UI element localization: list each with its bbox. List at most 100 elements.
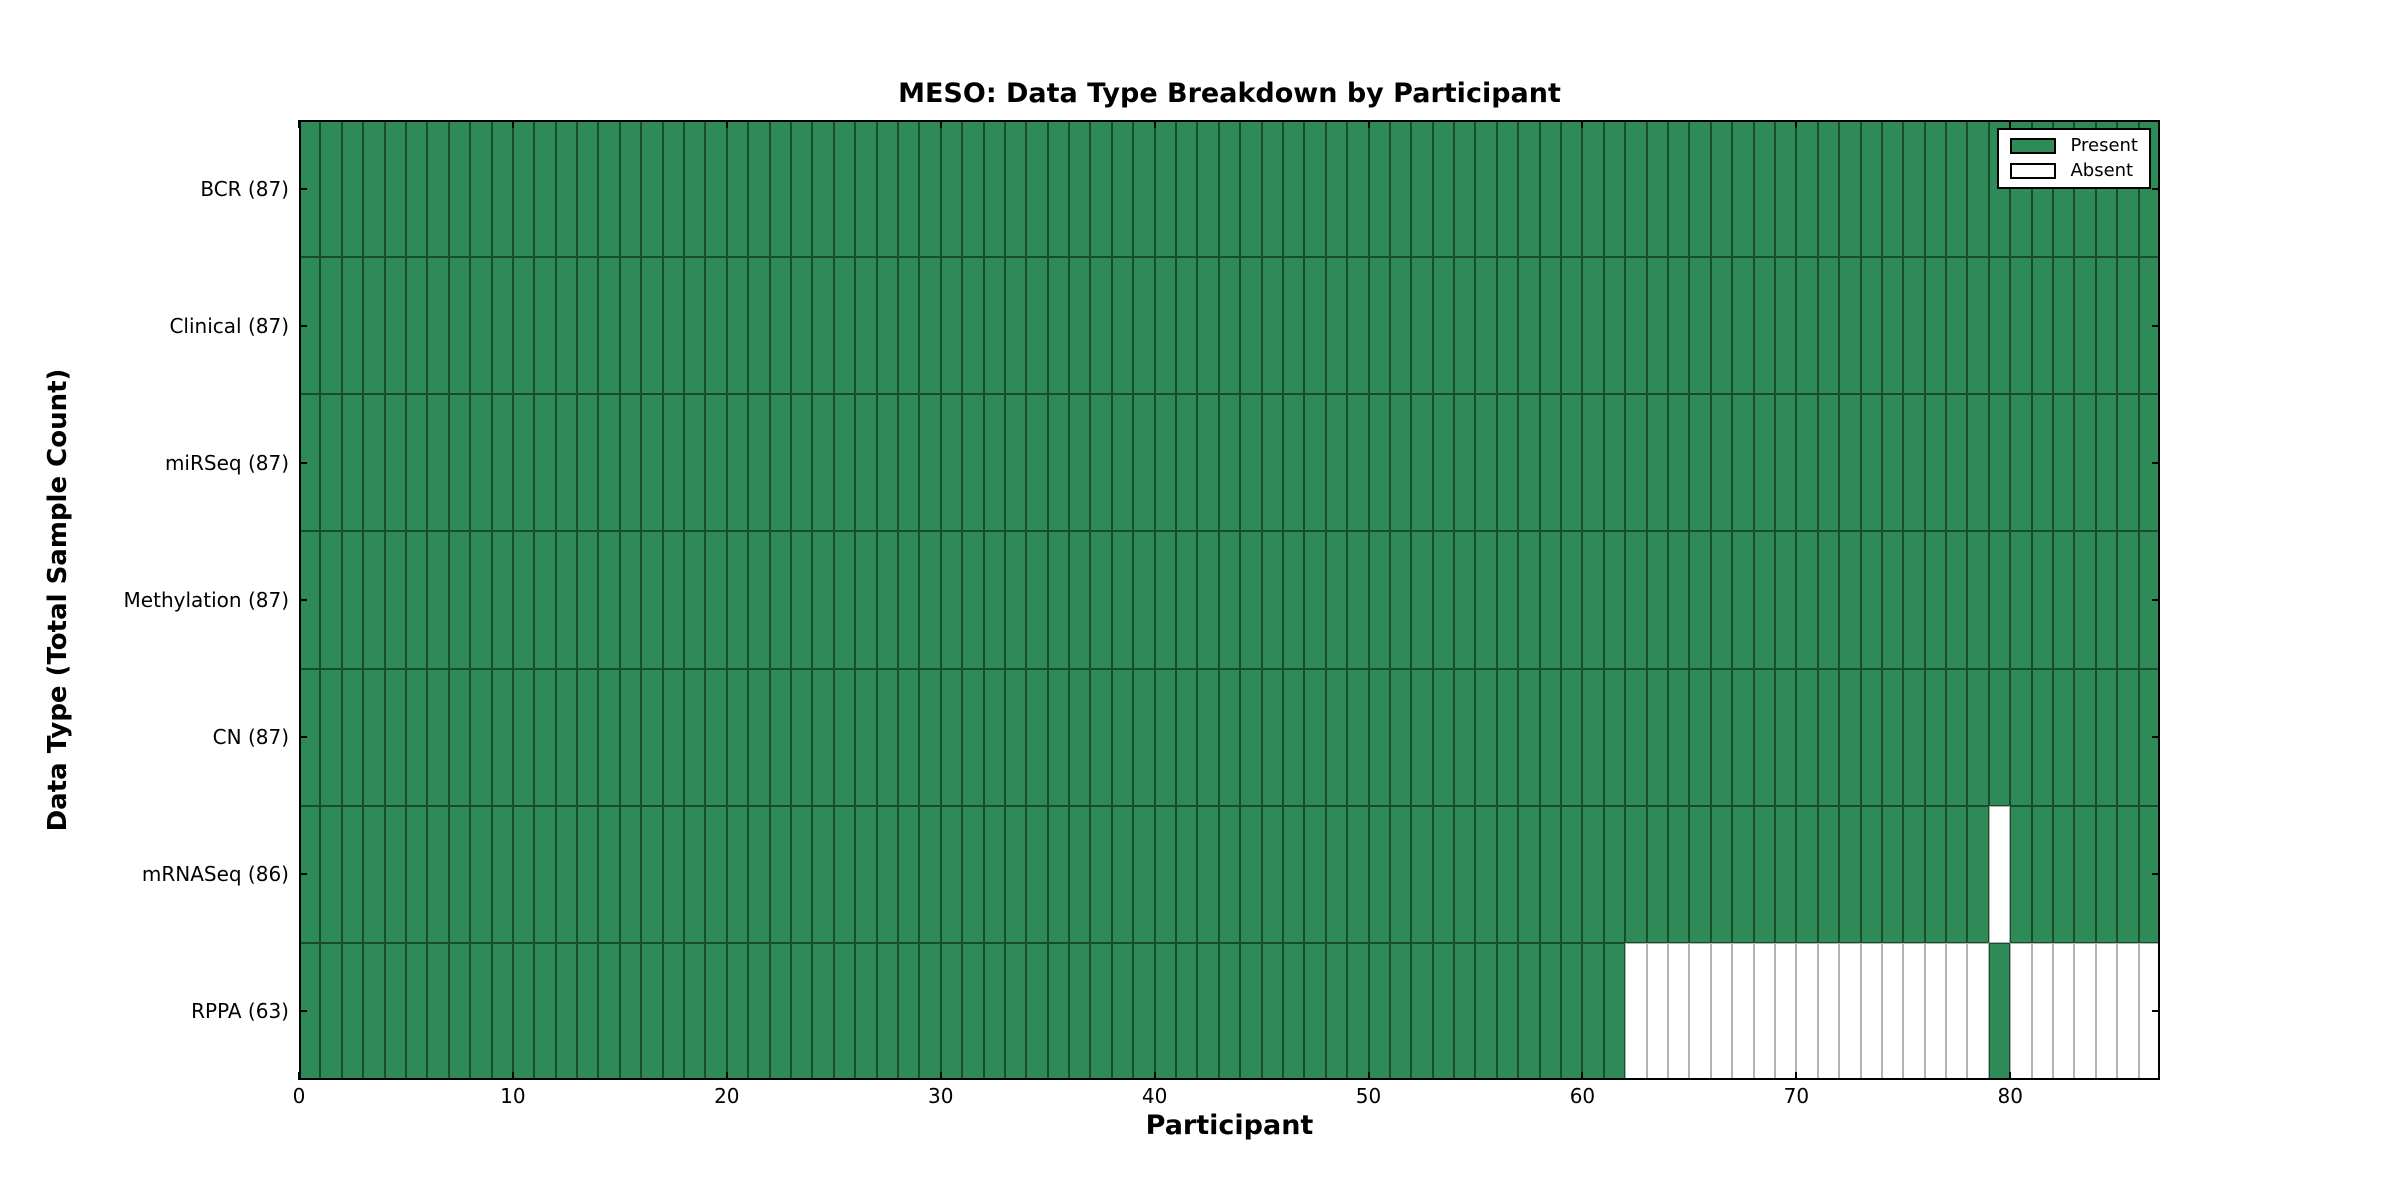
x-tick-label: 20 [714,1084,740,1108]
matrix-cell [1860,394,1882,532]
matrix-cell [1625,805,1647,943]
matrix-cell [1090,668,1112,806]
matrix-cell [320,668,342,806]
matrix-cell [962,668,984,806]
matrix-cell [2031,668,2054,806]
matrix-cell [1539,257,1562,395]
matrix-cell [748,120,770,258]
matrix-cell [1240,394,1262,532]
matrix-cell [1047,531,1070,669]
matrix-cell [1710,257,1733,395]
matrix-cell [769,668,791,806]
matrix-cell [534,531,556,669]
matrix-cell [1368,394,1390,532]
matrix-cell [2031,805,2054,943]
matrix-cell [1796,120,1818,258]
matrix-cell [1539,531,1562,669]
matrix-cell [341,942,364,1080]
matrix-cell [705,805,727,943]
matrix-cell [577,668,599,806]
matrix-cell [1753,805,1775,943]
matrix-cell [1732,531,1754,669]
matrix-cell [619,257,642,395]
matrix-cell [534,668,556,806]
matrix-cell [1860,120,1882,258]
matrix-cell [577,531,599,669]
matrix-cell [684,942,706,1080]
matrix-cell [1903,531,1925,669]
matrix-cell [448,805,471,943]
matrix-cell [405,805,428,943]
matrix-cell [1090,531,1112,669]
matrix-cell [1111,668,1134,806]
matrix-cell [1582,668,1604,806]
matrix-cell [320,531,342,669]
matrix-cell [1368,531,1390,669]
matrix-cell [705,394,727,532]
matrix-cell [1753,531,1775,669]
matrix-cell [1796,257,1818,395]
matrix-cell [1561,668,1583,806]
matrix-cell [1817,394,1840,532]
matrix-cell [1261,257,1283,395]
matrix-cell [1668,668,1690,806]
matrix-cell [1389,257,1412,395]
matrix-cell [1454,531,1476,669]
matrix-cell [1411,805,1433,943]
matrix-cell [1154,805,1177,943]
matrix-cell [940,120,963,258]
matrix-cell [684,668,706,806]
matrix-cell [662,257,685,395]
matrix-cell [1368,805,1390,943]
matrix-cell [1710,531,1733,669]
matrix-cell [1710,120,1733,258]
matrix-cell [448,531,471,669]
matrix-cell [1475,394,1497,532]
matrix-cell [769,394,791,532]
matrix-cell [1582,942,1604,1080]
matrix-cell [1047,805,1070,943]
matrix-cell [427,257,449,395]
y-tick-label-rppa: RPPA (63) [191,999,289,1024]
y-tick-label-bcr: BCR (87) [200,176,289,201]
matrix-cell [1004,668,1027,806]
matrix-cell [812,531,834,669]
matrix-cell [1496,120,1519,258]
matrix-cell [491,805,513,943]
matrix-cell [2117,942,2139,1080]
matrix-cell [2095,805,2118,943]
matrix-cell [2031,257,2054,395]
matrix-cell [790,394,813,532]
matrix-cell [2031,531,2054,669]
matrix-cell [1004,942,1027,1080]
matrix-cell [1240,257,1262,395]
matrix-cell [384,805,406,943]
plot-area: Present Absent 0 10 20 30 40 50 60 70 80 BCR (87)… [124,120,2160,1106]
matrix-cell [1197,257,1219,395]
matrix-cell [1304,394,1326,532]
matrix-cell [1004,257,1027,395]
matrix-cell [448,120,471,258]
matrix-cell [534,257,556,395]
matrix-cell [1197,120,1219,258]
matrix-cell [448,257,471,395]
matrix-cell [1454,668,1476,806]
matrix-cell [1774,120,1797,258]
matrix-cell [470,805,492,943]
matrix-cell [2053,942,2075,1080]
matrix-cell [598,120,620,258]
matrix-cell [1603,394,1626,532]
matrix-cell [1689,394,1711,532]
matrix-cell [320,942,342,1080]
matrix-cell [1967,257,1989,395]
matrix-cell [1411,120,1433,258]
matrix-cell [833,805,856,943]
matrix-cell [1133,394,1155,532]
matrix-cell [1839,394,1861,532]
matrix-cell [1988,257,2011,395]
matrix-cell [940,668,963,806]
matrix-cell [1176,805,1198,943]
matrix-cell [1881,942,1904,1080]
matrix-cell [1304,531,1326,669]
matrix-cell [2138,394,2160,532]
